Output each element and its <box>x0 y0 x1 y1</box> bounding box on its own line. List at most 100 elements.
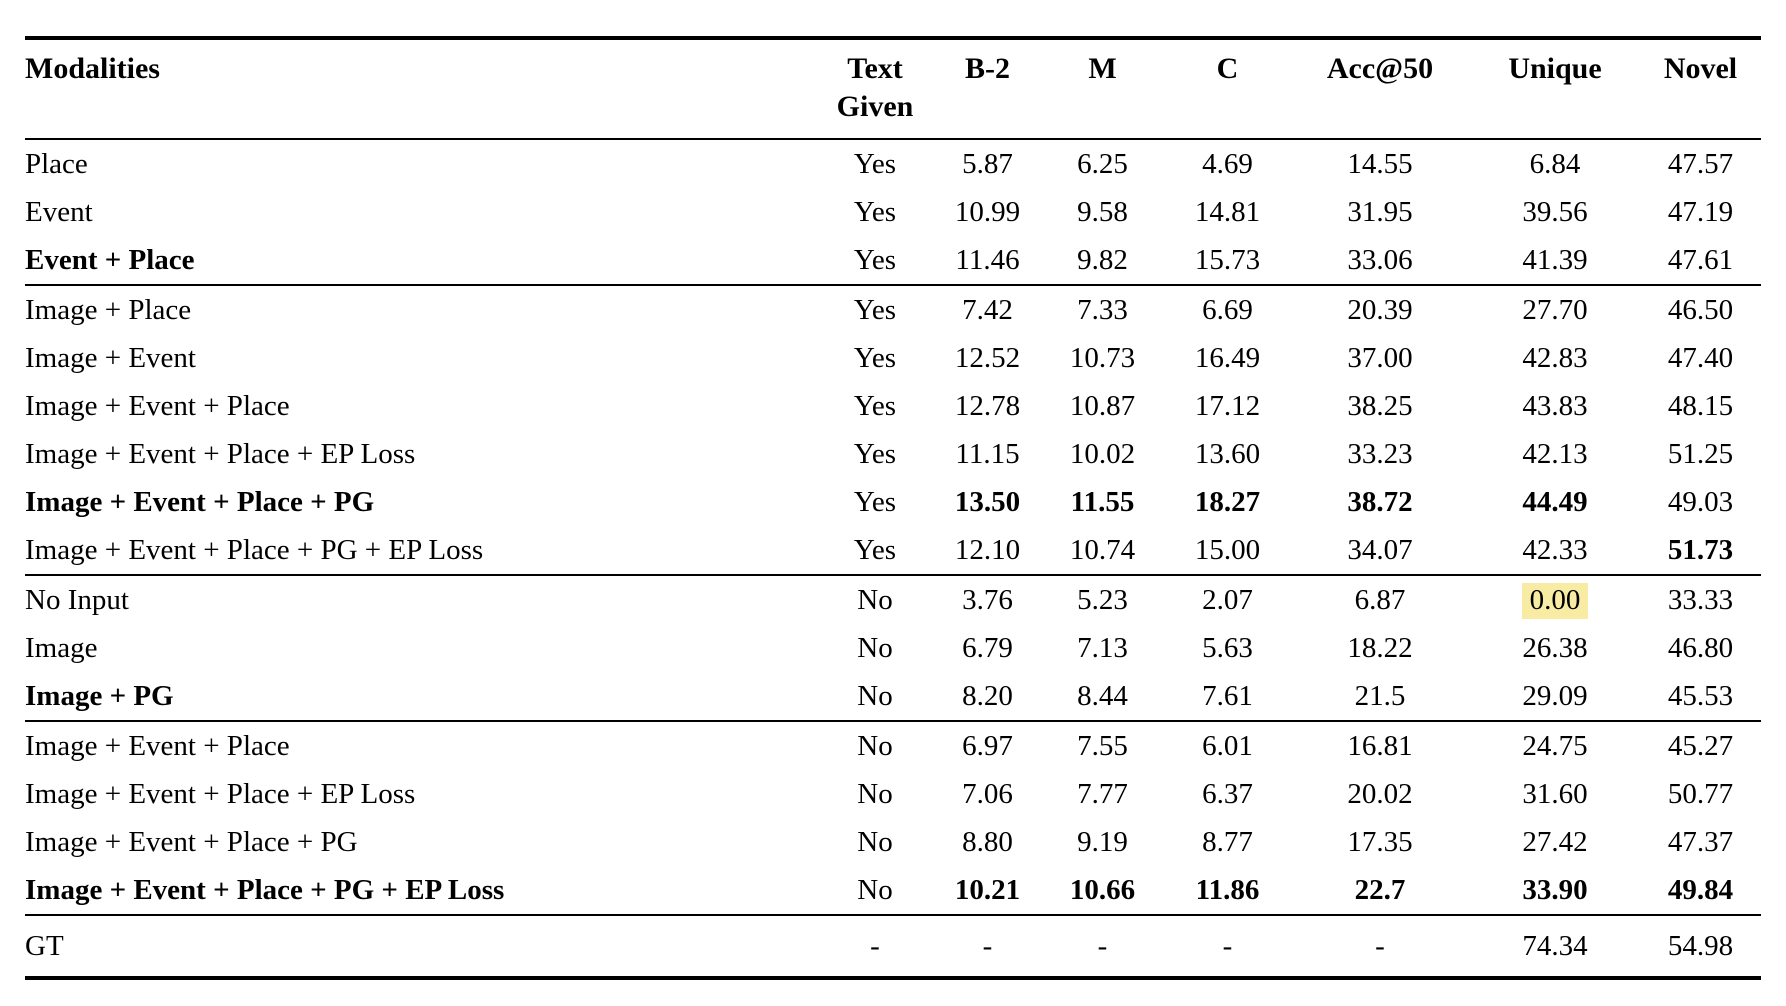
col-header-m: M <box>1040 38 1165 140</box>
results-table: Modalities Text Given B-2 M C Acc@50 Uni… <box>25 36 1761 980</box>
results-table-container: Modalities Text Given B-2 M C Acc@50 Uni… <box>25 36 1761 980</box>
cell-c: 17.12 <box>1194 389 1261 422</box>
cell-c: 18.27 <box>1194 485 1261 518</box>
cell-unique: 43.83 <box>1522 389 1588 422</box>
cell-unique: 39.56 <box>1522 195 1588 228</box>
cell-modality: No Input <box>25 574 815 624</box>
cell-acc50: 18.22 <box>1347 631 1413 664</box>
cell-novel: 50.77 <box>1667 777 1734 810</box>
table-row: Event Yes 10.99 9.58 14.81 31.95 39.56 4… <box>25 188 1761 236</box>
cell-c: 6.01 <box>1165 720 1290 770</box>
cell-novel: 47.57 <box>1667 147 1734 180</box>
cell-c: 6.37 <box>1202 777 1253 810</box>
header-row: Modalities Text Given B-2 M C Acc@50 Uni… <box>25 38 1761 140</box>
cell-novel: 51.73 <box>1667 533 1734 566</box>
cell-c: 7.61 <box>1202 679 1253 712</box>
table-row: Image + Event + Place + PG + EP Loss No … <box>25 866 1761 915</box>
cell-modality: Image + Event <box>25 341 196 374</box>
cell-modality: GT <box>25 914 815 978</box>
cell-text-given: - <box>815 914 935 978</box>
cell-text-given: Yes <box>853 147 897 180</box>
cell-novel: 33.33 <box>1640 574 1761 624</box>
cell-text-given: Yes <box>853 485 897 518</box>
cell-c: 2.07 <box>1165 574 1290 624</box>
col-header-c: C <box>1165 38 1290 140</box>
cell-b2: 5.87 <box>962 147 1013 180</box>
cell-unique: 41.39 <box>1522 243 1588 276</box>
col-header-b2: B-2 <box>935 38 1040 140</box>
cell-unique: 27.42 <box>1522 825 1588 858</box>
cell-modality: Image + Event + Place + PG <box>25 485 375 518</box>
cell-text-given: No <box>857 825 893 858</box>
cell-b2: 6.79 <box>962 631 1013 664</box>
table-row: No Input No 3.76 5.23 2.07 6.87 0.00 33.… <box>25 574 1761 624</box>
cell-unique: 33.90 <box>1522 873 1588 906</box>
cell-c: 15.00 <box>1194 533 1261 566</box>
table-row: Image + Event + Place + EP Loss No 7.06 … <box>25 770 1761 818</box>
col-header-unique: Unique <box>1470 38 1640 140</box>
cell-novel: 45.53 <box>1667 679 1734 712</box>
cell-c: 5.63 <box>1202 631 1253 664</box>
cell-b2: 12.10 <box>954 533 1021 566</box>
cell-acc50: 38.25 <box>1347 389 1413 422</box>
cell-acc50: 38.72 <box>1347 485 1413 518</box>
cell-m: 7.33 <box>1040 284 1165 334</box>
cell-m: 7.77 <box>1077 777 1128 810</box>
cell-m: 7.55 <box>1040 720 1165 770</box>
cell-b2: 8.20 <box>962 679 1013 712</box>
cell-m: 9.58 <box>1077 195 1128 228</box>
cell-modality: Image + PG <box>25 679 174 712</box>
cell-unique: 42.33 <box>1522 533 1588 566</box>
cell-b2: 11.46 <box>955 243 1020 276</box>
cell-acc50: 6.87 <box>1290 574 1470 624</box>
cell-acc50: 34.07 <box>1347 533 1413 566</box>
col-header-acc50: Acc@50 <box>1290 38 1470 140</box>
cell-novel: 47.19 <box>1667 195 1734 228</box>
cell-unique: 6.84 <box>1529 147 1581 180</box>
cell-text-given: Yes <box>853 533 897 566</box>
cell-text-given: Yes <box>853 341 897 374</box>
cell-unique: 24.75 <box>1470 720 1640 770</box>
cell-novel: 54.98 <box>1640 914 1761 978</box>
cell-c: 15.73 <box>1194 243 1261 276</box>
cell-b2: 10.21 <box>954 873 1021 906</box>
cell-novel: 51.25 <box>1667 437 1734 470</box>
cell-c: 16.49 <box>1194 341 1261 374</box>
cell-novel: 46.50 <box>1640 284 1761 334</box>
cell-acc50: 17.35 <box>1347 825 1413 858</box>
col-header-novel: Novel <box>1640 38 1761 140</box>
cell-b2: - <box>935 914 1040 978</box>
cell-m: 9.82 <box>1077 243 1128 276</box>
cell-acc50: 33.06 <box>1347 243 1413 276</box>
cell-c: 6.69 <box>1165 284 1290 334</box>
col-header-modalities: Modalities <box>25 38 815 140</box>
cell-m: 6.25 <box>1077 147 1128 180</box>
cell-b2: 12.52 <box>954 341 1021 374</box>
cell-m: 8.44 <box>1077 679 1128 712</box>
cell-c: 13.60 <box>1194 437 1261 470</box>
cell-modality: Image + Event + Place + PG + EP Loss <box>25 873 505 906</box>
cell-text-given: Yes <box>853 437 897 470</box>
cell-m: 11.55 <box>1070 485 1135 518</box>
cell-acc50: 22.7 <box>1354 873 1406 906</box>
cell-modality: Image + Event + Place <box>25 389 290 422</box>
cell-b2: 12.78 <box>954 389 1021 422</box>
cell-acc50: 21.5 <box>1354 679 1406 712</box>
cell-unique: 42.13 <box>1522 437 1588 470</box>
cell-c: 8.77 <box>1202 825 1253 858</box>
cell-m: 10.74 <box>1069 533 1136 566</box>
table-row: Image + Event + Place No 6.97 7.55 6.01 … <box>25 720 1761 770</box>
cell-unique: 29.09 <box>1522 679 1588 712</box>
cell-acc50: 20.02 <box>1347 777 1413 810</box>
cell-modality: Image + Event + Place <box>25 720 815 770</box>
cell-b2: 7.42 <box>935 284 1040 334</box>
cell-text-given: No <box>857 679 893 712</box>
cell-novel: 49.84 <box>1667 873 1734 906</box>
table-header: Modalities Text Given B-2 M C Acc@50 Uni… <box>25 38 1761 140</box>
cell-text-given: Yes <box>853 243 897 276</box>
table-body: Place Yes 5.87 6.25 4.69 14.55 6.84 47.5… <box>25 139 1761 978</box>
cell-modality: Image + Place <box>25 284 815 334</box>
cell-unique: 74.34 <box>1470 914 1640 978</box>
cell-c: 4.69 <box>1202 147 1253 180</box>
cell-m: - <box>1040 914 1165 978</box>
